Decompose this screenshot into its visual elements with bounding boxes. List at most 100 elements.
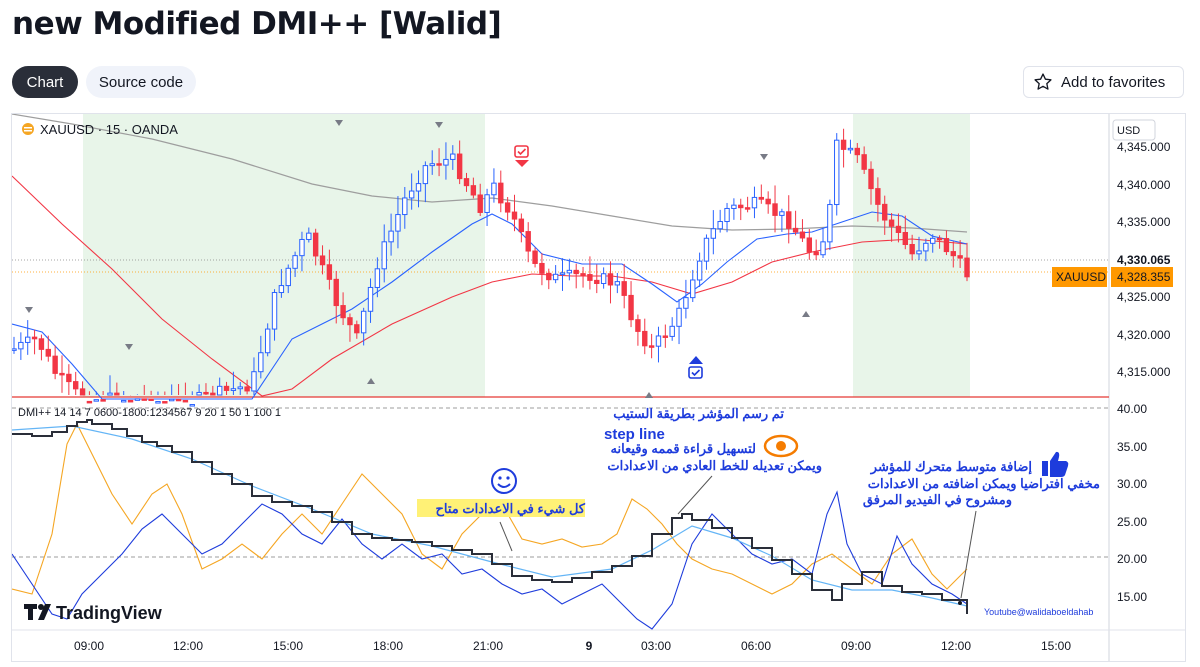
candle-body (326, 264, 333, 280)
di-plus-line (11, 490, 968, 630)
candle-body (333, 278, 339, 307)
indicator-tick: 35.00 (1117, 440, 1147, 454)
down-marker (25, 307, 33, 313)
thumbs-up-icon (1042, 451, 1069, 477)
candle-body (813, 251, 819, 256)
current-price-tag (1111, 267, 1173, 287)
candle-body (456, 153, 463, 180)
candle-body (59, 372, 65, 376)
price-tick: 4,335.000 (1117, 215, 1171, 229)
candle-body (566, 269, 573, 274)
candle-body (415, 183, 422, 192)
candlestick-series (11, 128, 970, 407)
symbol-header[interactable]: XAUUSD · 15 · OANDA (22, 122, 178, 137)
indicator-tick: 15.00 (1117, 590, 1147, 604)
candle-body (511, 211, 518, 220)
candle-body (292, 255, 298, 269)
up-marker (802, 311, 810, 317)
tab-chart[interactable]: Chart (12, 66, 78, 98)
candle-body (429, 163, 435, 167)
candle-body (648, 345, 655, 348)
tradingview-watermark: TradingView (56, 603, 163, 623)
candle-body (696, 260, 703, 281)
candle-body (758, 196, 765, 200)
tab-source-code[interactable]: Source code (86, 66, 196, 98)
candle-body (923, 242, 929, 252)
price-tick: 4,325.000 (1117, 290, 1171, 304)
ma-medium-line (11, 175, 968, 397)
time-tick: 12:00 (173, 639, 203, 653)
indicator-tick: 20.00 (1117, 552, 1147, 566)
tradingview-logo: TradingView (24, 603, 163, 623)
candle-body (552, 273, 559, 281)
candle-body (306, 232, 312, 240)
candle-body (450, 153, 456, 160)
candle-body (491, 182, 497, 196)
candle-body (477, 194, 483, 213)
add-to-favorites-button[interactable]: Add to favorites (1023, 66, 1184, 98)
price-line-value: 4,330.065 (1117, 253, 1171, 267)
candle-body (786, 211, 792, 229)
candle-body (395, 214, 401, 232)
candle-body (594, 279, 600, 285)
step-line-annotation: تم رسم المؤشر بطريقة الستيب step line لت… (604, 406, 822, 515)
candle-body (127, 399, 134, 403)
candle-body (703, 237, 710, 262)
candle-body (724, 207, 730, 223)
price-line-tag (1111, 251, 1169, 269)
svg-text:لتسهيل قراءة قممه وقيعانه: لتسهيل قراءة قممه وقيعانه (611, 441, 756, 457)
candle-body (463, 178, 470, 187)
price-tick: 4,315.000 (1117, 365, 1171, 379)
candle-body (950, 251, 956, 257)
candle-body (559, 272, 566, 275)
smiley-icon (491, 468, 517, 494)
sell-signal-icon (514, 145, 529, 167)
candle-body (141, 398, 147, 401)
candle-body (408, 190, 415, 199)
time-axis[interactable]: 09:00 12:00 15:00 18:00 21:00 9 03:00 06… (74, 639, 1071, 653)
ma-slow-line (11, 113, 968, 233)
svg-text:إضافة متوسط متحرك للمؤشر: إضافة متوسط متحرك للمؤشر (870, 459, 1033, 475)
candle-body (402, 197, 408, 216)
page-title: new Modified DMI++ [Walid] (12, 6, 502, 42)
candle-body (840, 139, 847, 150)
current-price-value: 4,328.355 (1117, 270, 1171, 284)
candle-body (669, 325, 675, 337)
currency-button[interactable] (1112, 119, 1156, 141)
candle-body (710, 228, 717, 239)
candle-body (655, 335, 662, 347)
candle-body (278, 285, 285, 294)
candle-body (11, 348, 17, 351)
down-marker (435, 122, 443, 128)
candle-body (498, 182, 504, 204)
candle-body (717, 221, 723, 230)
chart-widget[interactable]: XAUUSD · 15 · OANDA USD 4,345.000 4,340.… (11, 113, 1186, 662)
add-to-favorites-label: Add to favorites (1061, 73, 1166, 91)
candle-body (381, 241, 387, 270)
candle-body (114, 392, 120, 396)
candle-body (930, 237, 936, 244)
candle-body (957, 255, 963, 259)
candle-body (484, 194, 490, 213)
candle-body (203, 391, 209, 395)
svg-text:مخفي افتراضيا ويمكن اضافته من: مخفي افتراضيا ويمكن اضافته من الاعدادات (868, 476, 1100, 492)
indicator-tick: 25.00 (1117, 515, 1147, 529)
candle-body (607, 273, 614, 286)
candle-body (436, 163, 442, 166)
candle-body (539, 262, 545, 274)
indicator-label[interactable]: DMI++ 14 14 7 0600-1800:1234567 9 20 1 5… (18, 407, 281, 419)
chart-canvas[interactable]: XAUUSD · 15 · OANDA USD 4,345.000 4,340.… (11, 113, 1185, 661)
candle-body (854, 147, 861, 156)
candle-body (155, 401, 161, 404)
candle-body (162, 401, 168, 404)
candle-body (772, 203, 778, 216)
candle-body (683, 297, 689, 309)
eye-icon (763, 434, 799, 458)
candle-body (18, 341, 24, 350)
candle-body (806, 237, 813, 253)
candle-body (820, 241, 826, 256)
candle-body (340, 305, 346, 319)
youtube-credit: Youtube@walidaboeldahab (984, 607, 1093, 617)
buy-signal-icon (688, 356, 703, 379)
candle-body (189, 404, 195, 407)
